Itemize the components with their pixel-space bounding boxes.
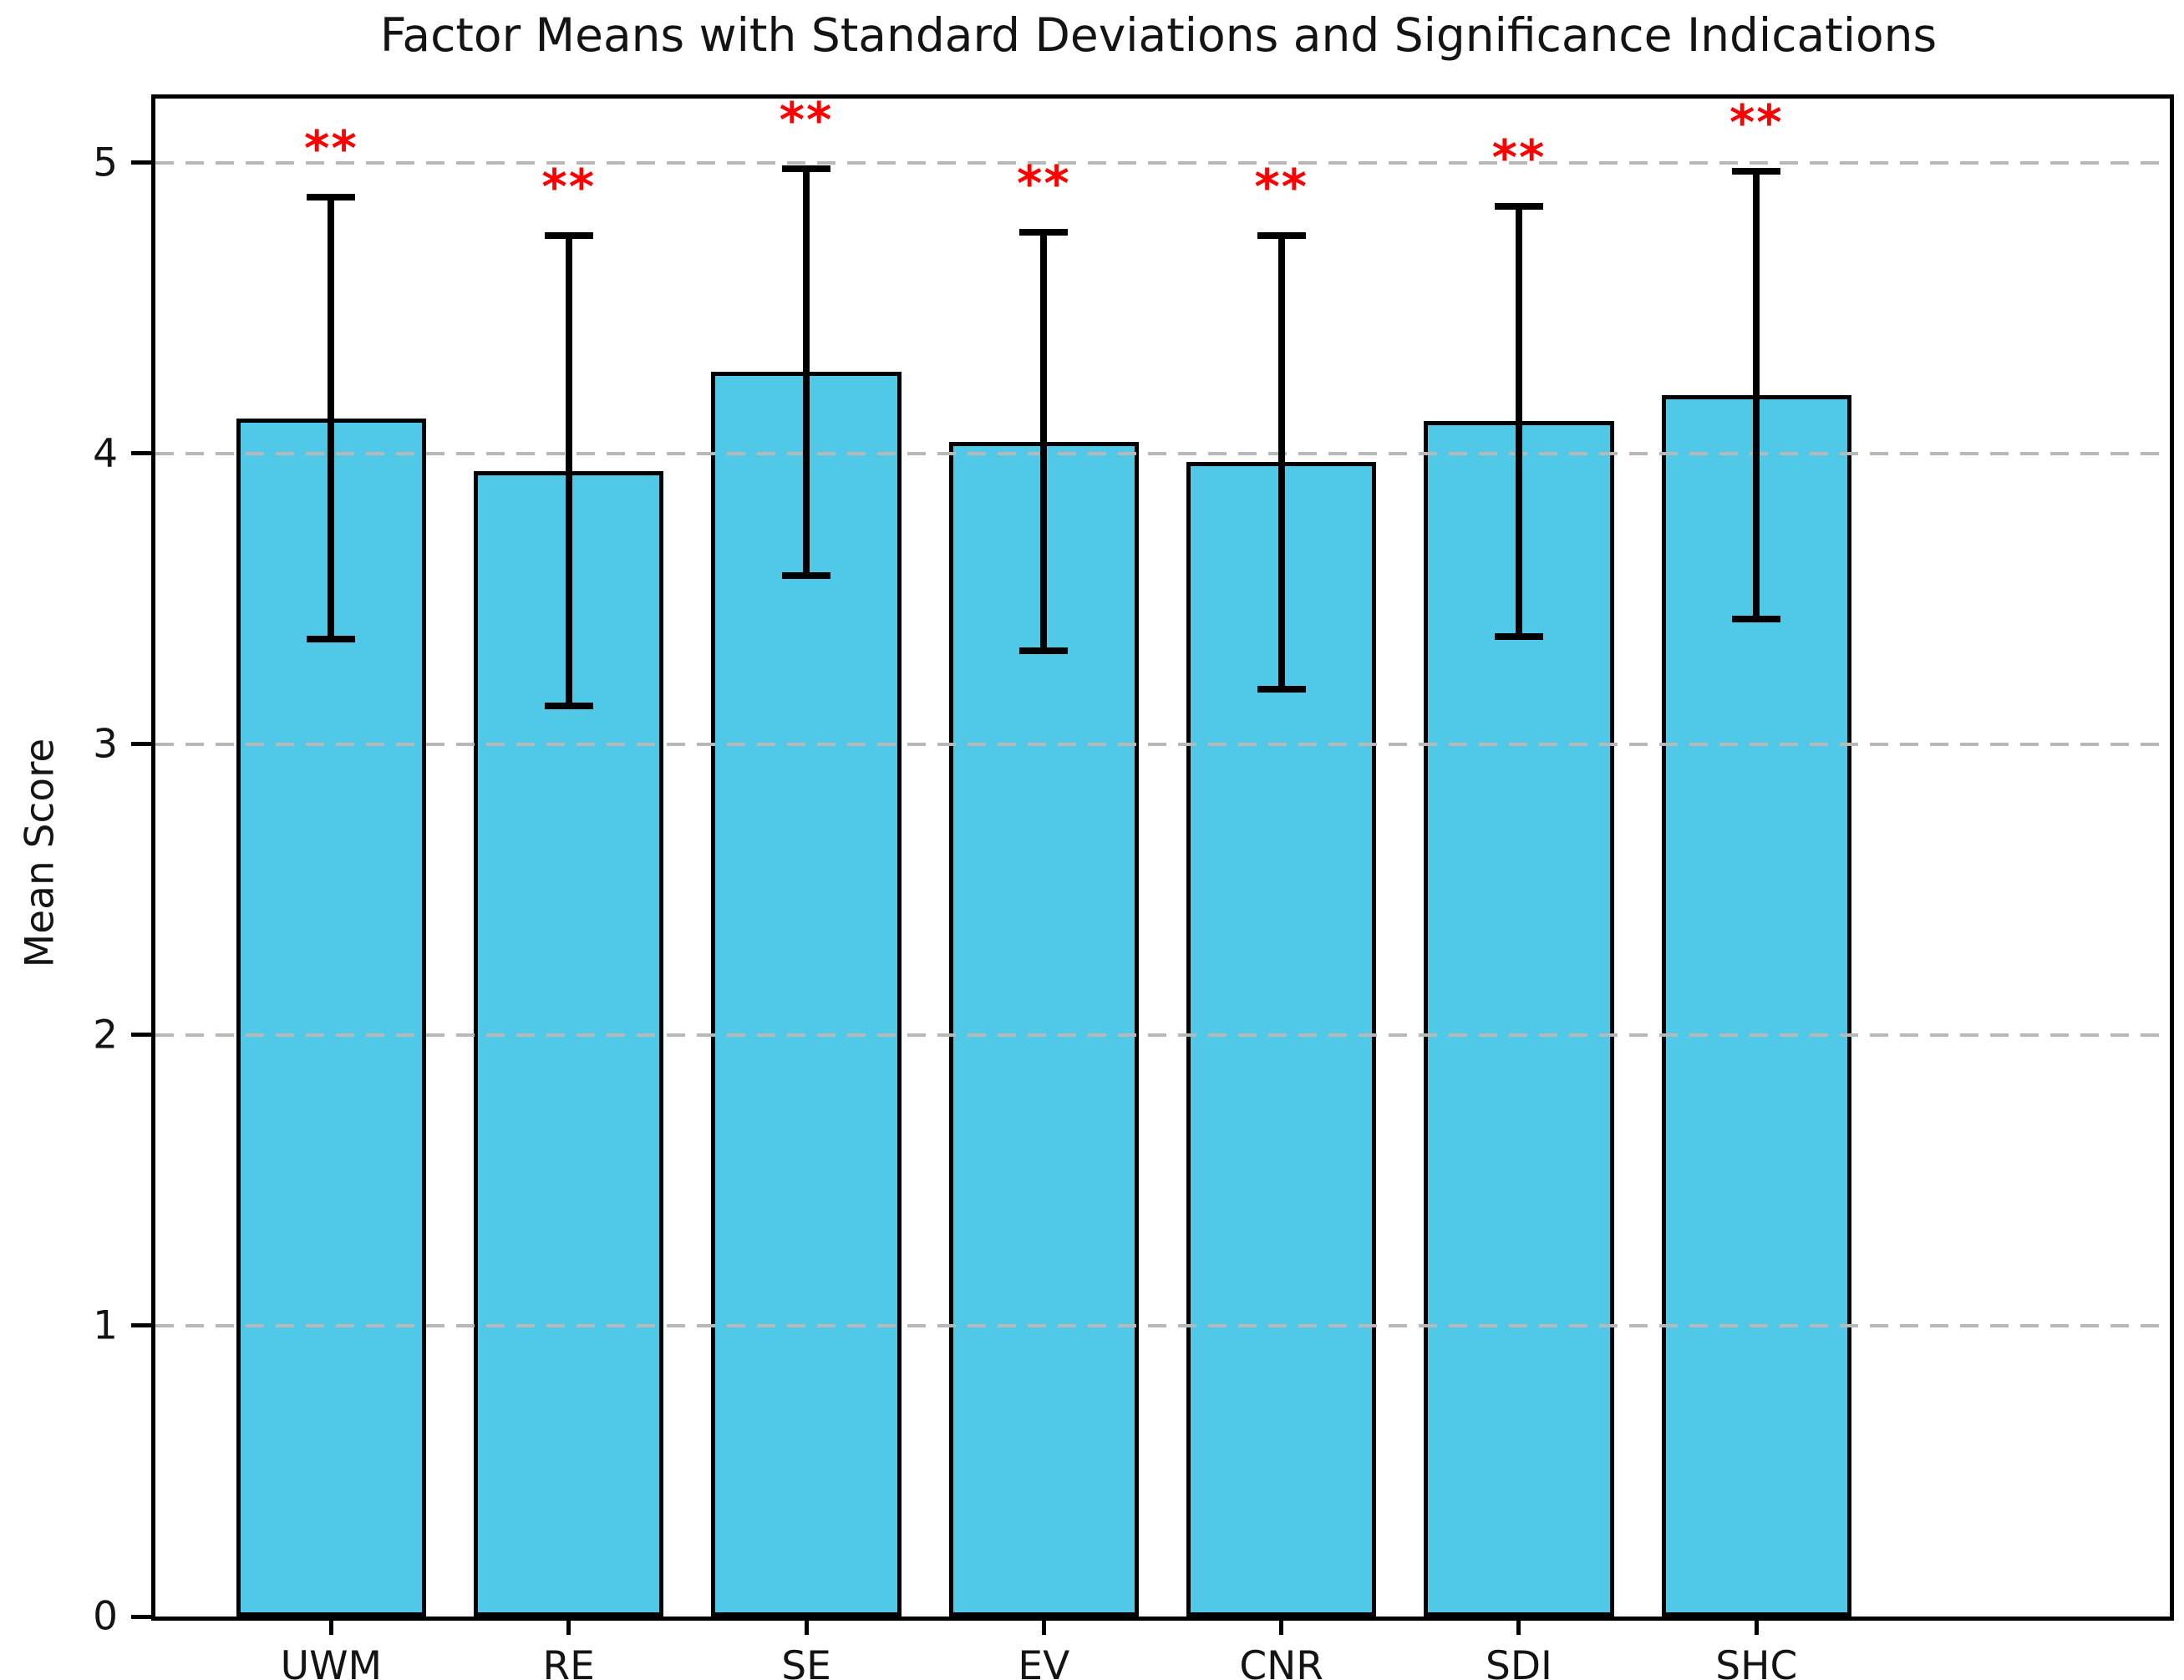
significance-marker-RE: ** [541,158,597,216]
y-tick-0 [131,1614,151,1619]
gridline-4 [155,451,2170,455]
error-bar-top-cap-SDI [1494,202,1543,210]
error-bar-EV [1040,232,1048,652]
y-tick-label-3: 3 [93,721,118,768]
plot-area: 0 1 2 3 4 5 ** UWM ** RE ** SE ** EV ** CNR ** SDI ** SHC [93,91,2174,1680]
error-bar-UWM [328,197,335,640]
bar-SE [711,372,902,1617]
x-tick-EV [1041,1617,1046,1635]
error-bar-CNR [1277,235,1285,689]
significance-marker-SDI: ** [1491,129,1547,186]
error-bar-SDI [1515,206,1522,637]
x-tick-label-SHC: SHC [1715,1643,1798,1680]
x-tick-SDI [1516,1617,1521,1635]
error-bar-RE [565,235,572,707]
error-bar-top-cap-CNR [1257,231,1306,239]
error-bar-bottom-cap-SHC [1732,616,1781,623]
y-tick-label-5: 5 [93,140,118,186]
error-bar-SE [803,168,810,576]
y-tick-label-1: 1 [93,1302,118,1349]
error-bar-top-cap-RE [544,231,593,239]
y-tick-5 [131,160,151,165]
x-tick-label-SDI: SDI [1486,1643,1552,1680]
x-tick-label-UWM: UWM [280,1643,383,1680]
error-bar-top-cap-SHC [1732,168,1781,175]
y-tick-label-4: 4 [93,430,118,477]
x-tick-label-RE: RE [542,1643,595,1680]
error-bar-top-cap-SE [782,165,831,172]
error-bar-bottom-cap-EV [1019,647,1069,655]
x-tick-label-EV: EV [1018,1643,1070,1680]
gridline-3 [155,742,2170,746]
y-tick-4 [131,451,151,456]
gridline-5 [155,160,2170,165]
error-bar-bottom-cap-SE [782,571,831,579]
x-tick-SHC [1754,1617,1759,1635]
error-bar-top-cap-UWM [307,194,356,201]
y-tick-3 [131,742,151,747]
y-tick-2 [131,1033,151,1038]
x-tick-RE [566,1617,571,1635]
y-tick-label-0: 0 [93,1593,118,1640]
bar-EV [948,441,1140,1617]
y-tick-label-2: 2 [93,1012,118,1058]
x-tick-SE [804,1617,809,1635]
error-bar-bottom-cap-RE [544,703,593,710]
significance-marker-EV: ** [1016,155,1071,212]
error-bar-bottom-cap-SDI [1494,632,1543,640]
significance-marker-UWM: ** [304,119,358,177]
error-bar-top-cap-EV [1019,229,1069,236]
x-tick-CNR [1279,1617,1284,1635]
significance-marker-SE: ** [779,91,834,149]
x-tick-label-CNR: CNR [1239,1643,1323,1680]
error-bar-SHC [1753,171,1760,620]
bar-CNR [1186,462,1377,1617]
y-tick-1 [131,1323,151,1328]
x-tick-label-SE: SE [781,1643,831,1680]
gridline-1 [155,1323,2170,1327]
y-axis-title: Mean Score [17,738,63,968]
chart-title: Factor Means with Standard Deviations an… [379,8,1938,62]
x-tick-UWM [328,1617,333,1635]
error-bar-bottom-cap-CNR [1257,685,1306,693]
error-bar-bottom-cap-UWM [307,636,356,643]
gridline-2 [155,1033,2170,1037]
significance-marker-SHC: ** [1729,94,1784,151]
significance-marker-CNR: ** [1254,158,1308,216]
